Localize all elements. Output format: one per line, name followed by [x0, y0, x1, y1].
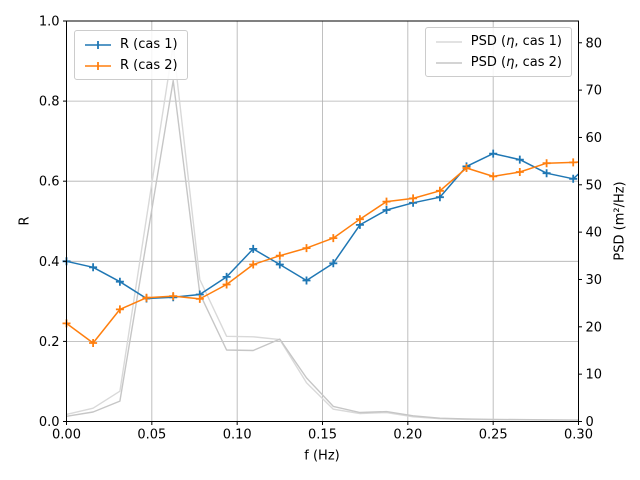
- y-axis-label-left: R: [17, 216, 33, 226]
- y-tick-label-left: 0.2: [39, 335, 60, 350]
- y-tick-label-right: 10: [586, 368, 603, 383]
- y-tick-label-left: 1.0: [39, 15, 60, 30]
- legend-entry-psd-cas2: PSD (η, cas 2): [435, 54, 562, 71]
- series-line-3: [66, 79, 579, 421]
- legend-r: R (cas 1) R (cas 2): [74, 30, 188, 80]
- legend-entry-psd-cas1: PSD (η, cas 1): [435, 33, 562, 50]
- eta-symbol: η: [506, 34, 515, 49]
- x-tick-label: 0.15: [308, 428, 337, 443]
- legend-psd: PSD (η, cas 1) PSD (η, cas 2): [424, 27, 572, 77]
- y-tick-label-right: 50: [586, 178, 603, 193]
- legend-label: R (cas 2): [120, 58, 178, 73]
- legend-label: PSD (η, cas 1): [470, 34, 562, 49]
- legend-line-sample: [435, 40, 462, 43]
- x-tick-label: 0.00: [52, 428, 81, 443]
- y-tick-label-left: 0.6: [39, 175, 60, 190]
- series-markers-1: [62, 158, 578, 347]
- x-tick-label: 0.05: [137, 428, 166, 443]
- legend-entry-r-cas2: R (cas 2): [84, 57, 178, 74]
- y-axis-label-right: PSD (m²/Hz): [612, 181, 628, 261]
- legend-line-sample: [435, 61, 462, 64]
- x-tick-label: 0.10: [223, 428, 252, 443]
- y-tick-label-right: 20: [586, 320, 603, 335]
- legend-label: PSD (η, cas 2): [470, 55, 562, 70]
- y-tick-label-right: 60: [586, 131, 603, 146]
- x-axis-label: f (Hz): [304, 448, 340, 464]
- y-tick-label-left: 0.8: [39, 95, 60, 110]
- eta-symbol: η: [506, 55, 515, 70]
- y-tick-label-left: 0.4: [39, 255, 60, 270]
- x-tick-label: 0.25: [479, 428, 508, 443]
- y-tick-label-right: 30: [586, 273, 603, 288]
- y-tick-label-right: 70: [586, 84, 603, 99]
- legend-line-plus-sample: [85, 40, 111, 49]
- legend-entry-r-cas1: R (cas 1): [84, 36, 178, 53]
- legend-label: R (cas 1): [120, 37, 178, 52]
- y-tick-label-left: 0.0: [39, 415, 60, 430]
- y-tick-label-right: 80: [586, 36, 603, 51]
- y-tick-label-right: 40: [586, 226, 603, 241]
- legend-line-plus-sample: [85, 61, 111, 70]
- y-tick-label-right: 0: [586, 415, 594, 430]
- x-tick-label: 0.20: [393, 428, 422, 443]
- x-tick-label: 0.30: [564, 428, 593, 443]
